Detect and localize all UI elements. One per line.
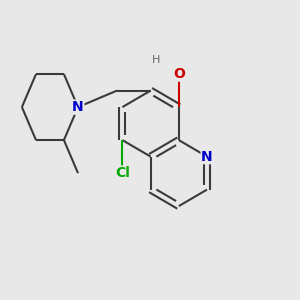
Text: N: N <box>72 100 84 114</box>
Text: N: N <box>201 150 213 164</box>
Text: O: O <box>173 67 185 81</box>
Text: Cl: Cl <box>115 166 130 180</box>
Text: H: H <box>152 55 160 65</box>
